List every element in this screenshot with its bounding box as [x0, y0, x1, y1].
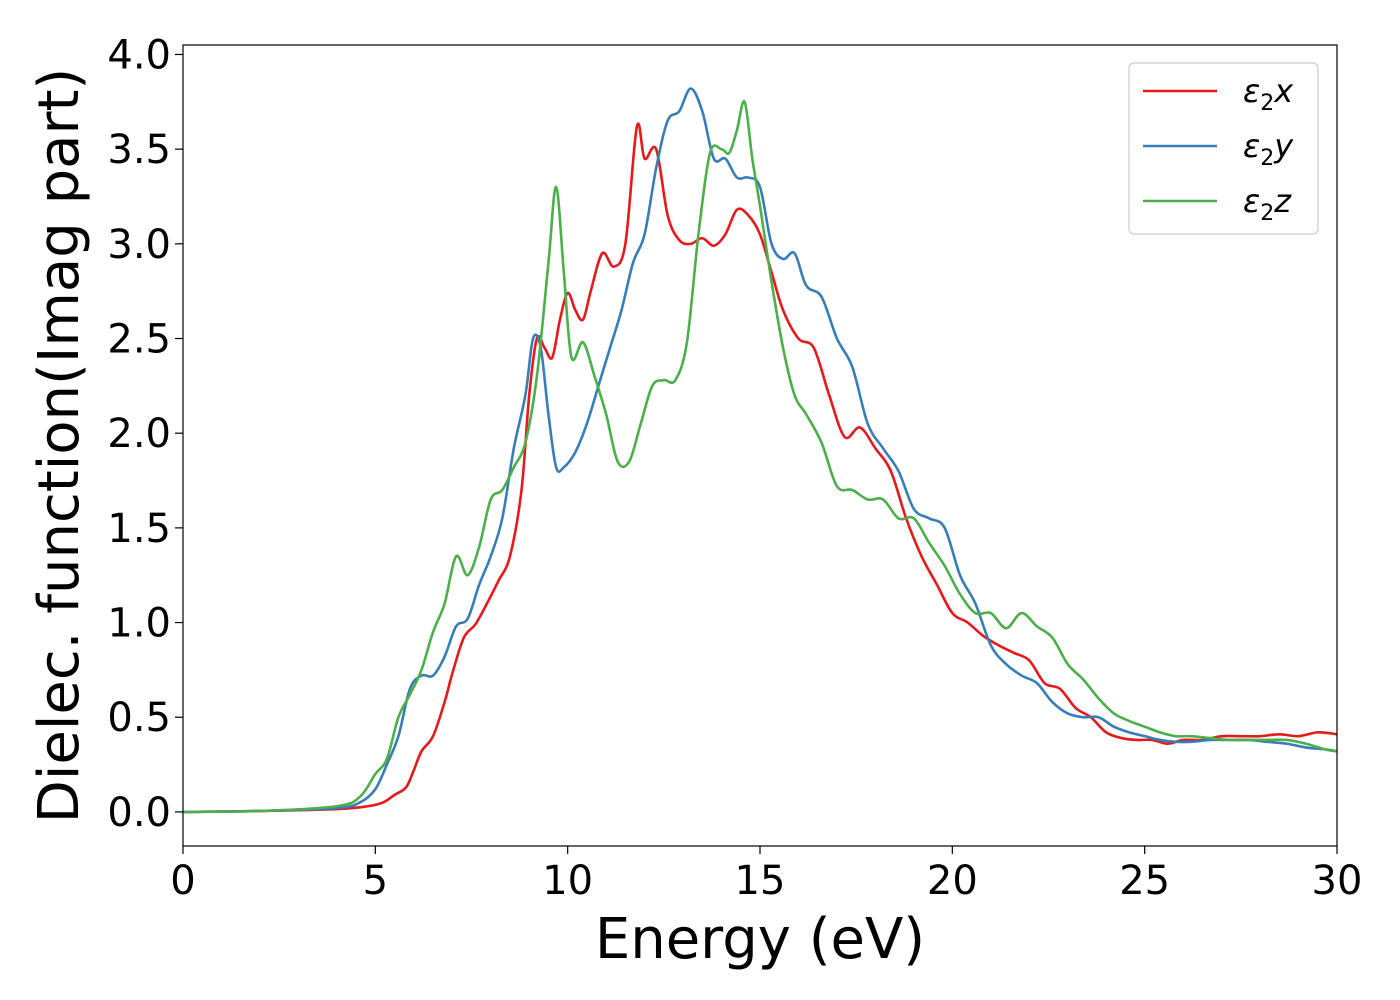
series-line-x — [183, 122, 1337, 814]
x-tick-label: 25 — [1119, 858, 1170, 904]
y-tick-label: 3.5 — [107, 127, 171, 173]
x-tick-label: 5 — [363, 858, 388, 904]
legend-box — [1128, 62, 1319, 235]
x-tick-label: 15 — [735, 858, 786, 904]
y-tick-label: 2.5 — [107, 317, 171, 363]
x-tick-label: 30 — [1312, 858, 1363, 904]
legend-label-y: ε2y — [1243, 127, 1294, 171]
y-tick-label: 0.5 — [107, 695, 171, 741]
legend: ε2x ε2y ε2z — [1128, 62, 1319, 235]
x-axis-label: Energy (eV) — [595, 907, 925, 972]
legend-label-z: ε2z — [1243, 182, 1292, 226]
y-tick-label: 4.0 — [107, 32, 171, 78]
series-line-z — [183, 100, 1337, 814]
x-tick-label: 10 — [542, 858, 593, 904]
x-axis: 0 5 10 15 20 25 30 — [170, 846, 1362, 904]
y-tick-label: 1.5 — [107, 506, 171, 552]
y-tick-label: 1.0 — [107, 601, 171, 647]
x-tick-label: 20 — [927, 858, 978, 904]
x-tick-label: 0 — [170, 858, 195, 904]
series-line-y — [183, 87, 1337, 814]
y-tick-label: 2.0 — [107, 411, 171, 457]
y-axis-label: Dielec. function(Imag part) — [27, 68, 92, 824]
y-tick-label: 3.0 — [107, 222, 171, 268]
series-layer — [183, 87, 1337, 814]
legend-label-x: ε2x — [1243, 72, 1294, 116]
y-axis: 0.0 0.5 1.0 1.5 2.0 2.5 3.0 3.5 4.0 — [107, 32, 183, 836]
y-tick-label: 0.0 — [107, 790, 171, 836]
